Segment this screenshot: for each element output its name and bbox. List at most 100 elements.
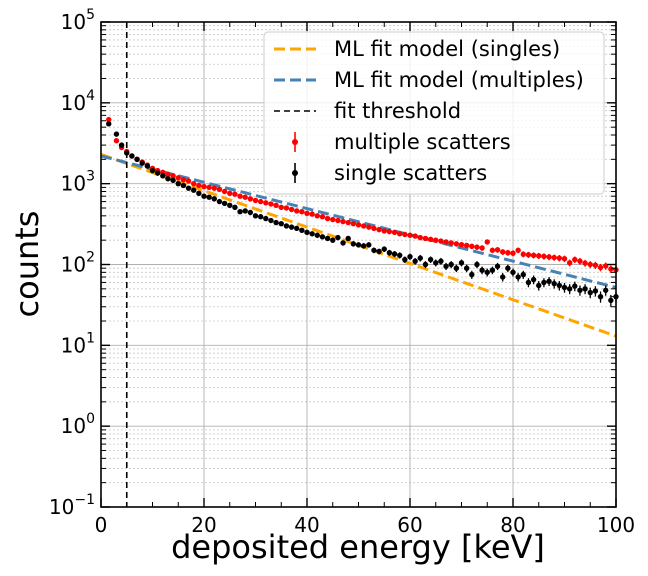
fit-line-multiples <box>100 154 617 289</box>
data-points <box>106 116 619 307</box>
single-scatter-point <box>572 283 578 289</box>
multiple-scatter-point <box>330 216 336 223</box>
single-scatter-point <box>106 121 112 127</box>
single-scatter-point <box>603 287 609 293</box>
multiple-scatter-point <box>592 262 599 268</box>
multiple-scatter-point <box>376 226 382 233</box>
multiple-scatter-point <box>237 193 243 199</box>
y-tick-label: 101 <box>61 330 95 357</box>
single-scatter-point <box>391 251 398 257</box>
multiple-scatter-point <box>252 197 259 204</box>
x-tick-label: 20 <box>191 513 216 537</box>
legend: ML fit model (singles) ML fit model (mul… <box>263 31 605 195</box>
multiple-scatter-point <box>463 242 470 249</box>
single-scatter-point <box>556 282 563 289</box>
single-scatter-point <box>577 287 583 293</box>
single-scatter-point <box>608 297 614 304</box>
single-scatter-point <box>139 160 145 166</box>
multiple-scatter-point <box>371 225 377 232</box>
single-scatter-point <box>355 242 362 248</box>
multiple-scatter-point <box>402 231 408 238</box>
single-scatter-point <box>407 253 413 260</box>
single-scatter-point <box>582 286 588 292</box>
single-scatter-point <box>247 209 254 216</box>
single-scatter-point <box>525 279 532 286</box>
multiple-scatter-point <box>505 249 511 256</box>
multiple-scatter-point <box>412 233 418 239</box>
single-scatter-point <box>474 261 480 268</box>
single-scatter-point <box>458 260 465 266</box>
single-scatter-point <box>386 249 393 256</box>
multiple-scatter-point <box>221 188 228 195</box>
single-scatter-point <box>510 269 516 276</box>
multiple-scatter-point <box>608 266 614 272</box>
single-scatter-point <box>124 150 130 156</box>
multiple-scatter-point <box>484 239 490 245</box>
single-scatter-point <box>433 260 439 266</box>
multiple-scatter-point <box>500 249 506 255</box>
multiple-scatter-point <box>510 250 516 256</box>
single-scatter-point <box>206 194 212 200</box>
multiple-scatter-point <box>546 254 552 260</box>
y-tick-label: 103 <box>61 169 95 196</box>
single-scatter-point <box>314 232 320 238</box>
y-axis-title: counts <box>8 211 46 318</box>
y-tick-label: 100 <box>61 411 95 438</box>
single-scatter-point <box>319 234 326 240</box>
multiple-scatter-point <box>263 200 269 206</box>
single-scatter-point <box>185 185 192 191</box>
single-scatter-point <box>278 220 284 227</box>
single-scatter-point <box>592 288 599 294</box>
single-scatter-point <box>180 182 187 189</box>
single-scatter-point <box>453 265 460 271</box>
multiple-scatter-point <box>294 208 300 214</box>
x-tick-label: 60 <box>397 513 422 537</box>
multiple-scatter-point <box>309 211 315 217</box>
legend-box <box>263 31 605 195</box>
single-scatter-point <box>417 255 423 261</box>
multiple-scatter-point <box>438 238 444 244</box>
single-scatter-point <box>546 278 552 284</box>
single-scatter-point <box>309 231 315 237</box>
single-scatter-point <box>597 293 604 300</box>
single-scatter-point <box>294 225 300 232</box>
single-scatter-point <box>443 263 449 270</box>
multiple-scatter-point <box>227 190 233 197</box>
multiple-scatter-point <box>268 201 274 207</box>
single-scatter-point <box>536 282 542 289</box>
single-scatter-point <box>551 280 557 287</box>
multiple-scatter-point <box>211 185 217 191</box>
multiple-scatter-point <box>525 252 532 258</box>
multiple-scatter-point <box>443 239 449 245</box>
single-scatter-point <box>335 234 341 241</box>
multiple-scatter-point <box>242 194 248 200</box>
single-scatter-point <box>520 271 526 278</box>
single-scatter-point <box>165 176 171 182</box>
multiple-scatter-point <box>232 191 238 197</box>
single-scatter-point <box>268 217 274 224</box>
multiple-scatter-point <box>577 258 583 264</box>
multiple-scatter-point <box>479 245 485 251</box>
multiple-scatter-point <box>458 241 465 248</box>
single-scatter-point <box>530 276 537 283</box>
multiple-scatter-point <box>113 138 120 144</box>
x-axis-title: deposited energy [keV] <box>171 528 545 566</box>
single-scatter-point <box>340 240 346 246</box>
single-scatter-point <box>237 208 243 215</box>
single-scatter-point <box>175 180 181 187</box>
multiple-scatter-point <box>597 264 604 271</box>
single-scatter-point <box>324 235 331 242</box>
multiple-scatter-point <box>366 224 372 230</box>
single-scatter-point <box>232 204 238 211</box>
single-scatter-point <box>515 274 521 280</box>
single-scatter-point <box>402 256 408 263</box>
single-scatter-point <box>448 261 454 268</box>
multiple-scatter-point <box>288 206 295 213</box>
x-tick-label: 100 <box>597 513 635 537</box>
single-scatter-point <box>263 215 269 222</box>
multiple-scatter-point <box>474 244 480 250</box>
multiple-scatter-point <box>350 220 357 227</box>
single-scatter-point <box>304 229 310 236</box>
multiple-scatter-point <box>386 228 393 235</box>
